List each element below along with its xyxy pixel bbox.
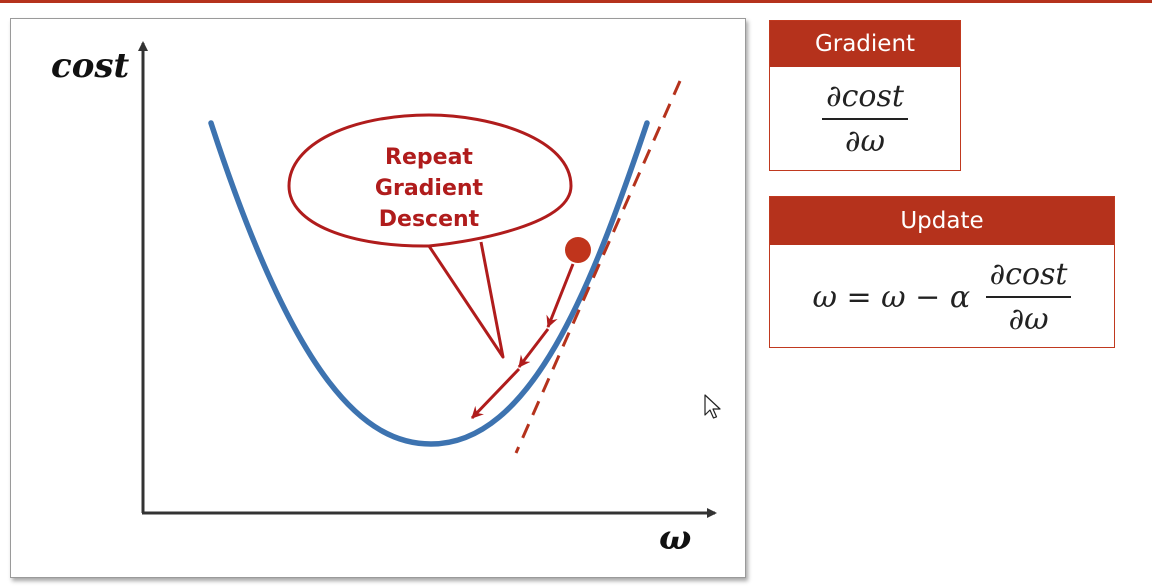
gradient-formula-box: Gradient ∂cost ∂ω [769, 20, 961, 171]
tangent-line [514, 80, 682, 454]
gradient-header: Gradient [770, 21, 960, 67]
update-lhs: ω = ω − α [812, 279, 971, 315]
bubble-text-descent: Descent [379, 207, 480, 232]
top-rule [0, 0, 1152, 3]
bubble-text-repeat: Repeat [385, 145, 473, 170]
cost-curve [208, 120, 650, 447]
update-fraction: ∂cost ∂ω [985, 257, 1072, 337]
x-axis-label: ω [659, 518, 691, 558]
speech-bubble [287, 113, 573, 359]
gradient-formula: ∂cost ∂ω [770, 79, 960, 159]
gradient-descent-diagram: cost ω Repeat Gradient Descent [10, 18, 746, 578]
descent-step-arrow-3 [470, 367, 521, 420]
descent-ball [565, 237, 591, 263]
gradient-fraction: ∂cost ∂ω [822, 79, 908, 159]
y-axis-label: cost [51, 46, 130, 86]
descent-step-arrow-1 [546, 263, 575, 328]
mouse-cursor-icon [704, 394, 721, 419]
gradient-denominator: ∂ω [845, 124, 885, 159]
fraction-bar [985, 296, 1072, 298]
update-formula-box: Update ω = ω − α ∂cost ∂ω [769, 196, 1115, 348]
update-denominator: ∂ω [1008, 302, 1049, 337]
update-numerator: ∂cost [989, 257, 1068, 292]
descent-step-arrow-2 [517, 328, 550, 368]
fraction-bar [822, 118, 908, 120]
update-header: Update [770, 197, 1114, 245]
gradient-numerator: ∂cost [826, 79, 904, 114]
update-formula: ω = ω − α ∂cost ∂ω [770, 257, 1114, 337]
bubble-text-gradient: Gradient [375, 176, 484, 201]
